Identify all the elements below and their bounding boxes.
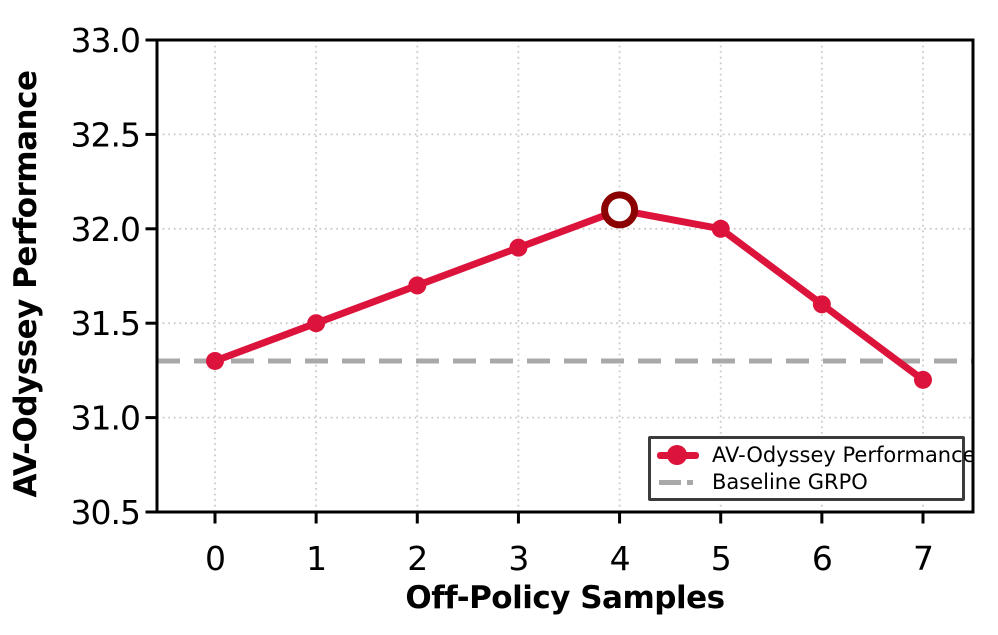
y-axis-label: AV-Odyssey Performance — [8, 71, 44, 498]
legend-item-baseline: Baseline GRPO — [657, 469, 954, 495]
legend-label-performance: AV-Odyssey Performance — [712, 442, 976, 467]
x-tick-label: 2 — [407, 539, 427, 578]
legend-dashed-line-icon — [657, 472, 699, 492]
legend-line-marker-icon — [657, 445, 699, 465]
x-tick-label: 7 — [913, 539, 933, 578]
y-tick-label: 31.0 — [71, 399, 140, 438]
y-tick-label: 32.5 — [71, 115, 140, 154]
x-tick-label: 4 — [610, 539, 630, 578]
performance-point-marker — [812, 295, 831, 314]
y-tick-label: 33.0 — [71, 21, 140, 60]
x-tick-label: 0 — [205, 539, 225, 578]
legend-label-baseline: Baseline GRPO — [712, 469, 868, 494]
legend-dash-short-icon — [687, 480, 693, 485]
legend: AV-Odyssey Performance Baseline GRPO — [648, 436, 976, 501]
x-tick-label: 1 — [306, 539, 326, 578]
performance-point-marker — [408, 276, 427, 295]
best-point-ring — [601, 191, 639, 229]
performance-point-marker — [509, 238, 528, 257]
performance-point-marker — [307, 314, 326, 333]
legend-item-performance: AV-Odyssey Performance — [657, 442, 976, 468]
y-tick-label: 30.5 — [71, 493, 140, 532]
x-tick-label: 6 — [812, 539, 832, 578]
x-tick-label: 5 — [711, 539, 731, 578]
performance-point-marker — [206, 351, 224, 370]
x-axis-label: Off-Policy Samples — [405, 580, 724, 616]
y-tick-label: 31.5 — [71, 304, 140, 343]
performance-line — [211, 206, 927, 384]
legend-line-dot-icon — [667, 445, 687, 465]
y-tick-label: 32.0 — [71, 210, 140, 249]
plot-border — [155, 38, 975, 514]
legend-dash-long-icon — [659, 480, 681, 485]
performance-point-marker — [711, 219, 730, 238]
x-tick-label: 3 — [508, 539, 528, 578]
performance-point-marker — [914, 370, 932, 389]
